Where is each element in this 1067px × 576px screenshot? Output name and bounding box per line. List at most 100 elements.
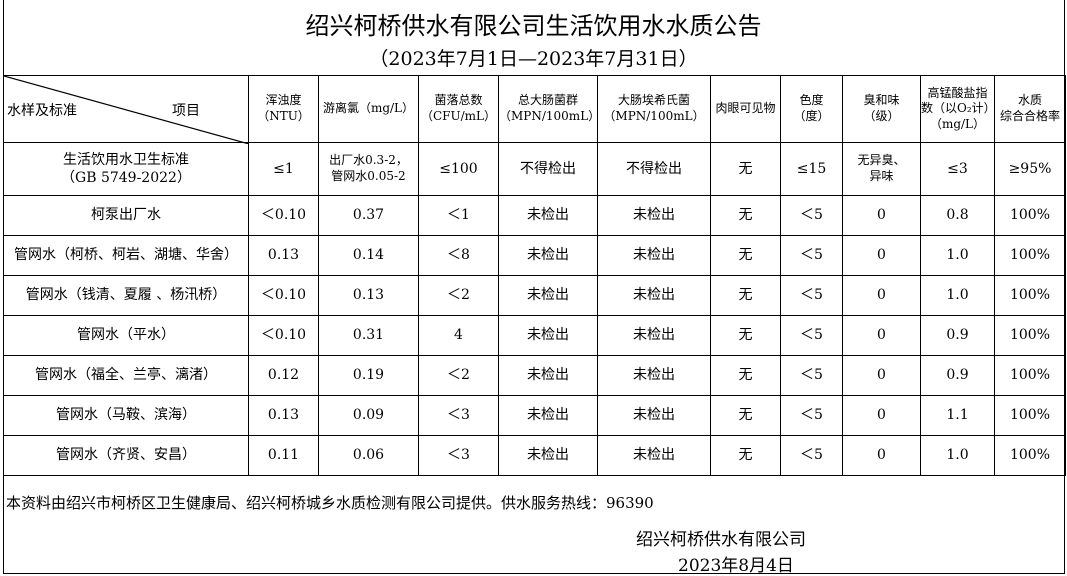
measurement-value: 0.37: [318, 195, 419, 236]
table-row: 管网水（平水） ＜0.10 0.31 4 未检出 未检出无＜5 0 0.9 100%: [3, 315, 1066, 356]
standard-value-line: 无: [738, 160, 753, 177]
measurement-value: ＜5: [780, 195, 843, 236]
measurement-value: 0.12: [248, 355, 319, 396]
measurement-value: 1.0: [920, 435, 995, 476]
column-header: 浑浊度 （NTU）: [248, 75, 319, 143]
measurement-value: 0.06: [318, 435, 419, 476]
column-header-line: （NTU）: [257, 109, 310, 123]
measurement-value: 1.1: [920, 395, 995, 436]
measurement-value: 1.0: [920, 275, 995, 316]
measurement-value: 0.8: [920, 195, 995, 236]
column-header-line: 水质: [1017, 93, 1042, 108]
standard-value: 无异臭、 异味: [842, 142, 921, 196]
measurement-value: ＜5: [780, 395, 843, 436]
measurement-value: 未检出: [498, 435, 598, 476]
column-header: 肉眼可见物: [710, 75, 781, 143]
measurement-value: 0.13: [318, 275, 419, 316]
standard-value: 不得检出: [597, 142, 711, 196]
column-header-line: （MPN/100mL）: [603, 109, 705, 123]
column-header-line: 菌落总数: [434, 93, 483, 108]
table-row: 柯泵出厂水 ＜0.10 0.37 ＜1 未检出 未检出无＜5 0 0.8 100%: [3, 195, 1066, 236]
measurement-value: ＜5: [780, 275, 843, 316]
measurement-value: 0: [842, 435, 921, 476]
measurement-value: 未检出: [498, 195, 598, 236]
measurement-value: 未检出: [597, 355, 711, 396]
standard-value-line: ≥95%: [1008, 160, 1052, 177]
measurement-value: 未检出: [597, 195, 711, 236]
table-row: 管网水（柯桥、柯岩、湖塘、华舍） 0.13 0.14 ＜8 未检出 未检出无＜5 0 1.0 1…: [3, 235, 1066, 276]
measurement-value: ＜0.10: [248, 195, 319, 236]
column-header: 游离氯（mg/L）: [318, 75, 419, 143]
page-title: 绍兴柯桥供水有限公司生活饮用水水质公告: [305, 12, 762, 40]
column-header-line: （MPN/100mL）: [499, 109, 601, 123]
standard-value: ≤15: [780, 142, 843, 196]
measurement-value: 1.0: [920, 235, 995, 276]
corner-left-label: 水样及标准: [7, 103, 77, 119]
column-header: 臭和味 （级）: [842, 75, 921, 143]
standard-name-line: （GB 5749-2022）: [61, 170, 191, 186]
standard-value: 不得检出: [498, 142, 598, 196]
measurement-value: 未检出: [498, 235, 598, 276]
column-header-line: （mg/L）: [929, 116, 986, 131]
measurement-value: ＜5: [780, 315, 843, 356]
column-header-line: 大肠埃希氏菌: [617, 93, 690, 108]
measurement-value: 100%: [994, 395, 1066, 436]
measurement-value: 0.19: [318, 355, 419, 396]
measurement-value: 未检出: [597, 235, 711, 276]
diagonal-divider: [4, 76, 249, 144]
column-header-line: 综合合格率: [999, 109, 1060, 123]
column-header: 高锰酸盐指 数（以O₂计） （mg/L）: [920, 75, 996, 143]
column-header-line: 色度: [799, 93, 824, 108]
measurement-value: 0.09: [318, 395, 419, 436]
measurement-value: 无: [710, 355, 781, 396]
organization-signature: 绍兴柯桥供水有限公司: [636, 530, 806, 550]
standard-value: ≤3: [920, 142, 995, 196]
measurement-value: 0: [842, 355, 921, 396]
publish-date: 2023年8月4日: [678, 556, 794, 576]
standard-value-line: 出厂水0.3-2，: [329, 153, 408, 168]
column-header: 色度 （度）: [780, 75, 843, 143]
standard-value: 出厂水0.3-2， 管网水0.05-2: [318, 142, 419, 196]
measurement-value: ＜2: [418, 355, 499, 396]
standard-value-line: 不得检出: [626, 160, 682, 177]
column-header-line: 浑浊度: [265, 93, 302, 108]
measurement-value: 未检出: [597, 315, 711, 356]
standard-value: ≤100: [418, 142, 499, 196]
header-row: 水样及标准 项目 浑浊度 （NTU） 游离氯（mg/L） 菌落总数 （CFU/mL） 总大肠菌…: [3, 75, 1066, 144]
column-header-line: 臭和味: [863, 93, 900, 108]
measurement-value: 未检出: [597, 275, 711, 316]
measurement-value: 0.14: [318, 235, 419, 276]
measurement-value: 无: [710, 435, 781, 476]
standard-value-line: 管网水0.05-2: [331, 169, 406, 183]
standard-value-line: 不得检出: [520, 160, 576, 177]
column-header-line: 总大肠菌群: [517, 93, 578, 108]
column-header: 总大肠菌群 （MPN/100mL）: [498, 75, 601, 143]
measurement-value: 0: [842, 275, 921, 316]
standard-name-line: 生活饮用水卫生标准: [63, 151, 189, 168]
measurement-value: 0.31: [318, 315, 419, 356]
measurement-value: 未检出: [498, 275, 598, 316]
standard-value: ≤1: [248, 142, 319, 196]
standard-value: 无: [710, 142, 781, 196]
table-row: 管网水（马鞍、滨海） 0.13 0.09 ＜3 未检出 未检出无＜5 0 1.1 100%: [3, 395, 1066, 436]
standard-value-line: ≤1: [273, 160, 294, 177]
measurement-value: 0.9: [920, 355, 995, 396]
measurement-value: 未检出: [498, 315, 598, 356]
column-header: 菌落总数 （CFU/mL）: [418, 75, 499, 143]
standard-row: 生活饮用水卫生标准 （GB 5749-2022） ≤1 出厂水0.3-2， 管网水0.0…: [3, 142, 1066, 196]
measurement-value: ＜8: [418, 235, 499, 276]
table-row: 管网水（齐贤、安昌） 0.11 0.06 ＜3 未检出 未检出无＜5 0 1.0 100%: [3, 435, 1066, 476]
column-header-line: 高锰酸盐指: [927, 85, 988, 100]
measurement-value: 0.13: [248, 235, 319, 276]
column-header: 水质 综合合格率: [994, 75, 1066, 143]
measurement-value: 无: [710, 395, 781, 436]
standard-value-line: 无异臭、: [857, 153, 906, 168]
water-quality-table: 水样及标准 项目 浑浊度 （NTU） 游离氯（mg/L） 菌落总数 （CFU/mL） 总大肠菌…: [3, 75, 1066, 476]
measurement-value: 100%: [994, 235, 1066, 276]
measurement-value: ＜5: [780, 435, 843, 476]
standard-value-line: ≤15: [796, 160, 827, 177]
measurement-value: 0.11: [248, 435, 319, 476]
standard-value-line: ≤3: [947, 160, 968, 177]
date-range: （2023年7月1日—2023年7月31日）: [369, 48, 698, 70]
measurement-value: ＜1: [418, 195, 499, 236]
